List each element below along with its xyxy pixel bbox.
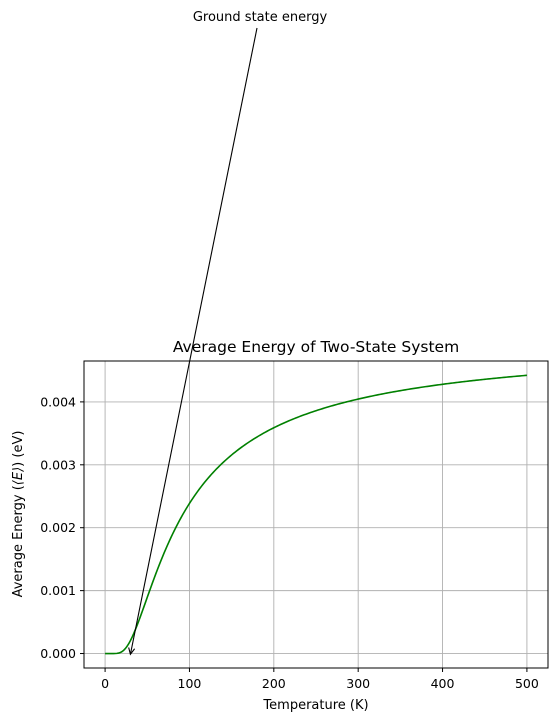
x-tick-label: 200: [262, 676, 286, 691]
x-axis-label: Temperature (K): [262, 698, 368, 713]
series-line-average-energy: [105, 374, 527, 655]
x-tick-label: 500: [515, 676, 539, 691]
y-axis-label-prefix: Average Energy (: [11, 485, 26, 597]
y-tick-label: 0.000: [40, 646, 76, 661]
grid-lines: [84, 361, 548, 668]
y-axis-label-suffix: ) (eV): [11, 431, 26, 467]
x-tick-label: 300: [346, 676, 370, 691]
y-axis-label: Average Energy (⟨E⟩) (eV): [11, 431, 26, 598]
series-layer: [105, 374, 527, 655]
annotation-arrow-head: [128, 647, 136, 656]
y-tick-label: 0.001: [40, 583, 76, 598]
y-axis-label-symbol: ⟨E⟩: [11, 467, 26, 485]
y-tick-label: 0.003: [40, 457, 76, 472]
annotation-arrow-line: [129, 27, 258, 655]
axis-ticks: 0 100 200 300 400 500 0.000 0.001 0.002 0.003 0.00…: [40, 394, 539, 691]
chart-title: Average Energy of Two-State System: [173, 338, 459, 356]
x-tick-label: 0: [101, 676, 109, 691]
y-tick-label: 0.004: [40, 394, 76, 409]
plot-frame: [83, 360, 549, 669]
y-tick-label: 0.002: [40, 520, 76, 535]
annotation: Ground state energy: [128, 10, 328, 656]
x-tick-label: 400: [431, 676, 455, 691]
annotation-text: Ground state energy: [193, 10, 328, 25]
x-tick-label: 100: [178, 676, 202, 691]
